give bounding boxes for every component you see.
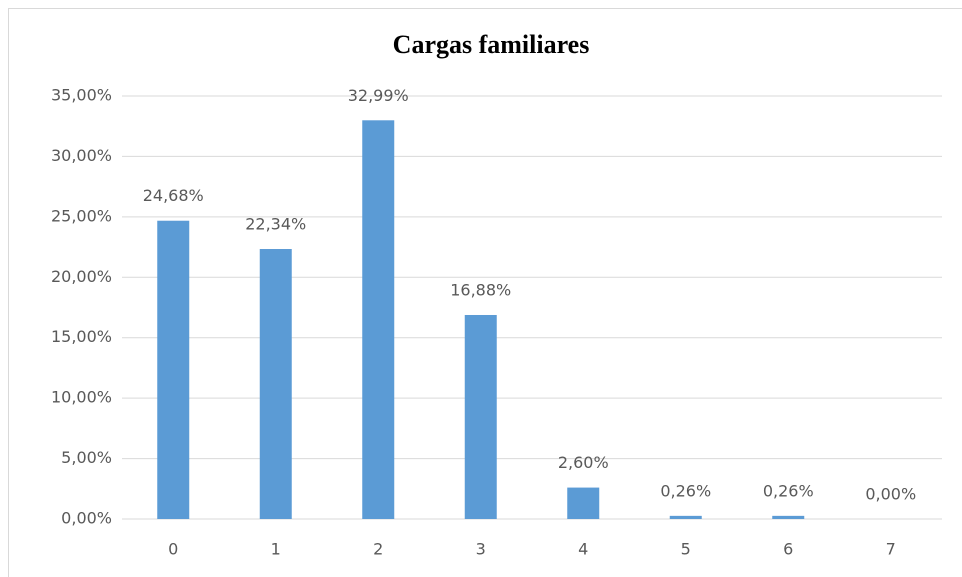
data-label: 16,88% bbox=[450, 280, 511, 299]
y-tick-label: 35,00% bbox=[51, 86, 112, 105]
y-tick-label: 0,00% bbox=[61, 509, 112, 528]
chart-title: Cargas familiares bbox=[393, 30, 590, 59]
y-tick-label: 10,00% bbox=[51, 388, 112, 407]
bar bbox=[772, 515, 805, 519]
x-tick-label: 6 bbox=[783, 540, 793, 559]
data-label: 32,99% bbox=[348, 86, 409, 105]
data-label: 0,00% bbox=[865, 485, 916, 504]
data-label: 0,26% bbox=[763, 481, 814, 500]
bar bbox=[362, 120, 395, 519]
x-tick-label: 0 bbox=[168, 540, 178, 559]
x-tick-label: 3 bbox=[476, 540, 486, 559]
y-tick-label: 20,00% bbox=[51, 267, 112, 286]
bar bbox=[669, 515, 702, 519]
x-tick-label: 4 bbox=[578, 540, 588, 559]
x-tick-label: 1 bbox=[271, 540, 281, 559]
x-tick-label: 2 bbox=[373, 540, 383, 559]
bar bbox=[259, 249, 292, 520]
y-tick-label: 15,00% bbox=[51, 327, 112, 346]
bar bbox=[157, 220, 190, 519]
chart-frame bbox=[8, 8, 962, 577]
data-label: 0,26% bbox=[660, 481, 711, 500]
x-tick-label: 5 bbox=[681, 540, 691, 559]
x-tick-label: 7 bbox=[886, 540, 896, 559]
bar bbox=[567, 487, 600, 519]
y-tick-label: 25,00% bbox=[51, 206, 112, 225]
y-tick-label: 30,00% bbox=[51, 146, 112, 165]
bar bbox=[464, 314, 497, 519]
data-label: 2,60% bbox=[558, 453, 609, 472]
data-label: 22,34% bbox=[245, 215, 306, 234]
data-label: 24,68% bbox=[143, 186, 204, 205]
y-tick-label: 5,00% bbox=[61, 448, 112, 467]
